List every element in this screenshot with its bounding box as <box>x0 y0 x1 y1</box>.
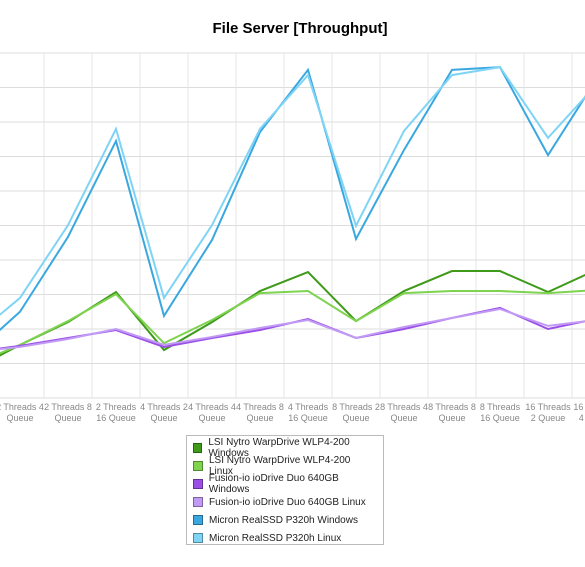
x-tick-label: 4 Threads 4 Queue <box>188 402 236 423</box>
legend-swatch <box>193 479 203 489</box>
x-tick-label: 16 Threads 2 Queue <box>525 402 571 423</box>
legend-swatch <box>193 515 203 525</box>
legend-item: Micron RealSSD P320h Linux <box>193 529 377 547</box>
legend-item: Micron RealSSD P320h Windows <box>193 511 377 529</box>
x-tick-label: 4 Threads 2 Queue <box>140 402 188 423</box>
legend-item: Fusion-io ioDrive Duo 640GB Windows <box>193 473 377 495</box>
legend-label: Fusion-io ioDrive Duo 640GB Windows <box>208 473 339 495</box>
legend-label: Fusion-io ioDrive Duo 640GB Linux <box>209 496 366 508</box>
legend-item: Fusion-io ioDrive Duo 640GB Linux <box>193 493 377 511</box>
x-tick-label: 4 Threads 8 Queue <box>236 402 284 423</box>
series-line <box>0 307 585 351</box>
x-tick-label: 2 Threads 4 Queue <box>0 402 44 423</box>
legend: LSI Nytro WarpDrive WLP4-200 Windows LSI … <box>186 435 384 545</box>
series-line <box>0 289 585 355</box>
legend-swatch <box>193 533 203 543</box>
x-tick-label: 2 Threads 16 Queue <box>95 402 137 423</box>
x-tick-label: 16 Threads 4 Queue <box>573 402 585 423</box>
legend-item: LSI Nytro WarpDrive WLP4-200 Linux <box>193 455 377 477</box>
x-tick-label: 8 Threads 8 Queue <box>428 402 476 423</box>
chart-title: File Server [Throughput] <box>212 20 387 37</box>
legend-label: LSI Nytro WarpDrive WLP4-200 Windows <box>208 437 350 459</box>
legend-swatch <box>193 497 203 507</box>
legend-item: LSI Nytro WarpDrive WLP4-200 Windows <box>193 437 377 459</box>
x-tick-label: 4 Threads 16 Queue <box>287 402 329 423</box>
legend-label: Micron RealSSD P320h Linux <box>209 532 342 544</box>
x-tick-label: 2 Threads 8 Queue <box>44 402 92 423</box>
series-line <box>0 66 585 316</box>
x-tick-label: 8 Threads 2 Queue <box>332 402 380 423</box>
legend-swatch <box>193 443 203 453</box>
legend-label: Micron RealSSD P320h Windows <box>209 514 358 526</box>
series-line <box>0 270 585 357</box>
legend-label: LSI Nytro WarpDrive WLP4-200 Linux <box>209 455 351 477</box>
x-tick-label: 8 Threads 16 Queue <box>479 402 521 423</box>
series-line <box>0 66 585 332</box>
x-tick-label: 8 Threads 4 Queue <box>380 402 428 423</box>
legend-swatch <box>193 461 203 471</box>
series-line <box>0 306 585 350</box>
